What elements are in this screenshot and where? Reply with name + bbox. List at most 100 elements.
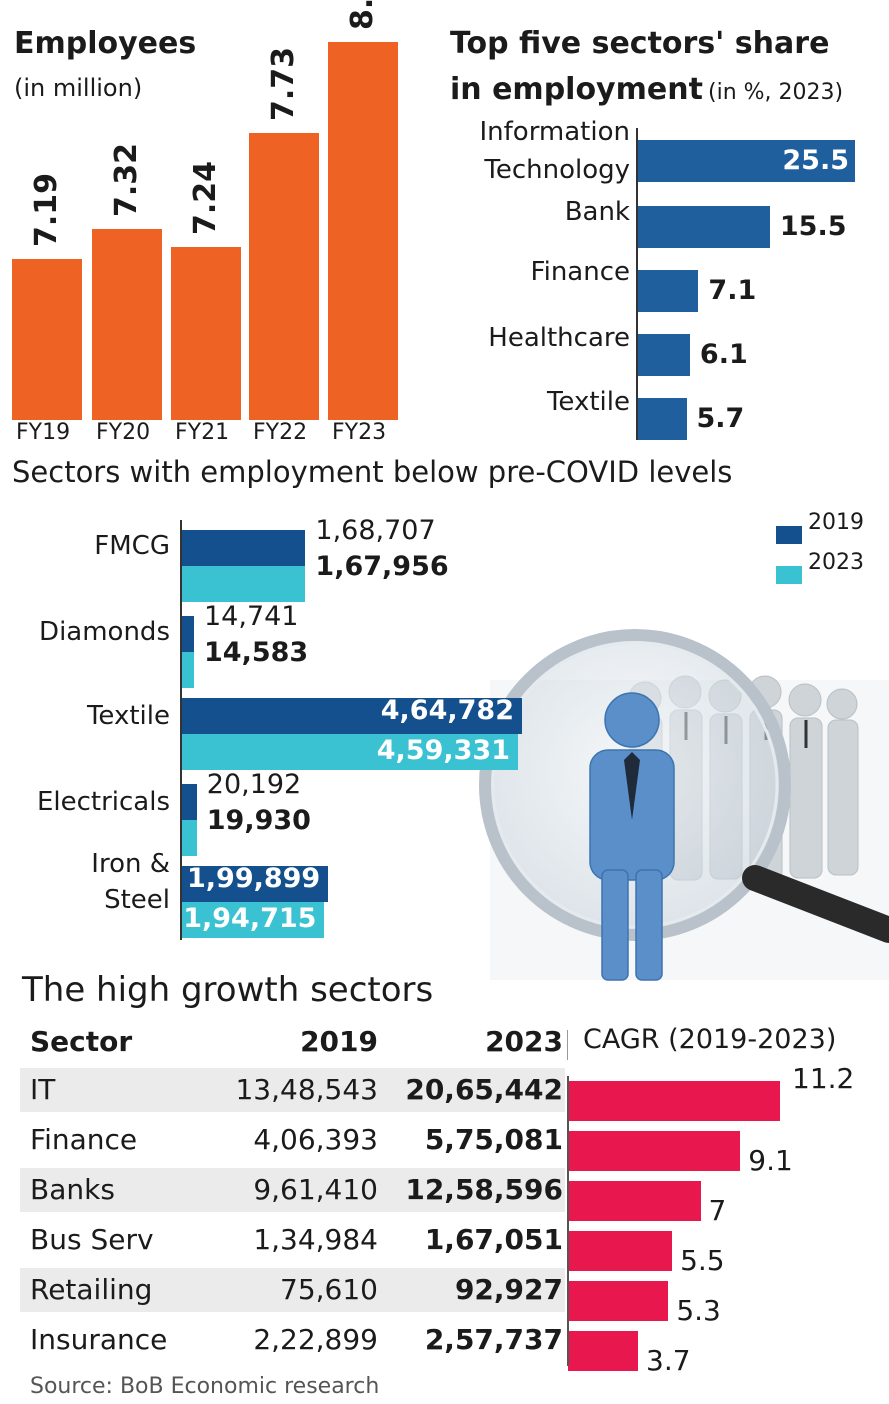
cagr-value-label: 5.3 [676, 1294, 721, 1327]
table-cell-sector: Retailing [30, 1273, 153, 1306]
top-sectors-value-label: 15.5 [779, 211, 847, 242]
header-cagr: CAGR (2019-2023) [583, 1024, 837, 1055]
top-sectors-axis [636, 128, 638, 440]
top-sectors-title-line2: in employment [450, 72, 703, 107]
below-covid-value-2019: 1,99,899 [186, 863, 321, 894]
employees-bar [249, 133, 319, 420]
top-sectors-bar [638, 206, 770, 248]
top-sectors-bar [638, 334, 690, 376]
employees-category-label: FY19 [16, 420, 71, 445]
top-sectors-bar [638, 398, 687, 440]
table-row-shade [20, 1268, 565, 1312]
below-covid-category-label: Steel [104, 885, 170, 915]
employees-value-label: 7.19 [29, 172, 64, 247]
cagr-bar [568, 1331, 639, 1371]
legend-2019-label: 2019 [808, 510, 864, 535]
below-covid-value-2023: 1,94,715 [183, 903, 317, 934]
legend-2023-swatch [776, 566, 802, 584]
below-covid-category-label: Iron & [91, 849, 170, 879]
cagr-value-label: 3.7 [646, 1344, 691, 1377]
source-note: Source: BoB Economic research [30, 1374, 380, 1399]
employees-bar [328, 42, 398, 420]
top-sectors-title-line2-wrap: in employment (in %, 2023) [450, 72, 843, 107]
employees-value-label: 7.24 [188, 161, 223, 236]
cagr-value-label: 9.1 [748, 1144, 793, 1177]
top-sectors-category-label: Finance [530, 257, 630, 287]
top-sectors-category-label: Information [479, 117, 630, 147]
employees-category-label: FY21 [175, 420, 230, 445]
below-covid-category-label: Textile [86, 701, 170, 731]
top-sectors-category-label: Bank [564, 197, 630, 227]
below-covid-category-label: Electricals [36, 787, 170, 817]
table-row-shade [20, 1068, 565, 1112]
header-divider [567, 1030, 568, 1060]
high-growth-title: The high growth sectors [22, 970, 434, 1010]
cagr-bar [568, 1281, 669, 1321]
table-cell-2019: 1,34,984 [253, 1223, 378, 1256]
employees-bar [171, 247, 241, 420]
header-sector: Sector [30, 1025, 133, 1058]
top-sectors-category-label: Textile [546, 387, 630, 417]
top-sectors-category-label: Healthcare [488, 323, 630, 353]
top-sectors-value-label: 5.7 [696, 403, 745, 434]
top-sectors-title-line1: Top five sectors' share [450, 26, 830, 61]
table-cell-2019: 9,61,410 [253, 1173, 378, 1206]
top-sectors-value-label: 25.5 [782, 145, 849, 176]
below-covid-bar-2019 [182, 698, 522, 734]
header-2023: 2023 [485, 1025, 563, 1058]
cagr-axis [567, 1076, 569, 1366]
below-covid-bar-2023 [182, 820, 197, 856]
table-cell-2023: 2,57,737 [424, 1323, 563, 1356]
table-cell-2019: 2,22,899 [253, 1323, 378, 1356]
employees-value-label: 7.32 [109, 142, 144, 217]
below-covid-value-2019: 14,741 [204, 601, 299, 632]
table-cell-2023: 20,65,442 [405, 1073, 563, 1106]
cagr-bar [568, 1231, 673, 1271]
employees-category-label: FY22 [253, 420, 308, 445]
employees-bar [12, 259, 82, 420]
below-covid-bar-2023 [182, 566, 305, 602]
below-covid-title: Sectors with employment below pre-COVID … [12, 455, 733, 489]
employees-value-label: 7.73 [266, 46, 301, 121]
top-sectors-bar [638, 270, 699, 312]
cagr-value-label: 11.2 [792, 1062, 855, 1095]
below-covid-value-2023: 4,59,331 [376, 735, 510, 766]
below-covid-bar-2019 [182, 530, 306, 566]
cagr-value-label: 7 [708, 1194, 727, 1227]
table-cell-sector: Insurance [30, 1323, 168, 1356]
table-cell-2019: 75,610 [280, 1273, 378, 1306]
employees-value-label: 8.12 [345, 0, 380, 30]
below-covid-value-2019: 4,64,782 [380, 695, 514, 726]
below-covid-value-2023: 19,930 [206, 805, 311, 836]
below-covid-category-label: Diamonds [39, 617, 170, 647]
top-sectors-bar [638, 140, 855, 182]
below-covid-value-2023: 1,67,956 [315, 551, 449, 582]
employees-title: Employees [14, 26, 197, 61]
table-cell-sector: IT [30, 1073, 56, 1106]
employees-category-label: FY23 [332, 420, 387, 445]
below-covid-value-2019: 20,192 [206, 769, 302, 800]
table-cell-2023: 92,927 [454, 1273, 563, 1306]
legend-2023-label: 2023 [808, 550, 864, 575]
below-covid-category-label: FMCG [94, 531, 170, 561]
table-cell-2023: 1,67,051 [424, 1223, 563, 1256]
table-cell-sector: Bus Serv [30, 1223, 154, 1256]
table-cell-sector: Banks [30, 1173, 115, 1206]
below-covid-value-2019: 1,68,707 [315, 515, 436, 546]
top-sectors-unit: (in %, 2023) [708, 80, 844, 105]
below-covid-bar-2019 [182, 616, 194, 652]
below-covid-bar-2019 [182, 866, 329, 902]
employees-subtitle: (in million) [14, 74, 143, 102]
cagr-bar [568, 1181, 701, 1221]
below-covid-axis [180, 520, 182, 940]
table-cell-2023: 12,58,596 [405, 1173, 563, 1206]
top-sectors-category-label: Technology [484, 155, 630, 185]
legend-2019-swatch [776, 526, 802, 544]
employees-category-label: FY20 [96, 420, 151, 445]
below-covid-bar-2019 [182, 784, 197, 820]
header-2019: 2019 [300, 1025, 378, 1058]
below-covid-value-2023: 14,583 [204, 637, 309, 668]
table-row-shade [20, 1168, 565, 1212]
table-cell-2019: 13,48,543 [235, 1073, 378, 1106]
employees-bar [92, 228, 162, 420]
